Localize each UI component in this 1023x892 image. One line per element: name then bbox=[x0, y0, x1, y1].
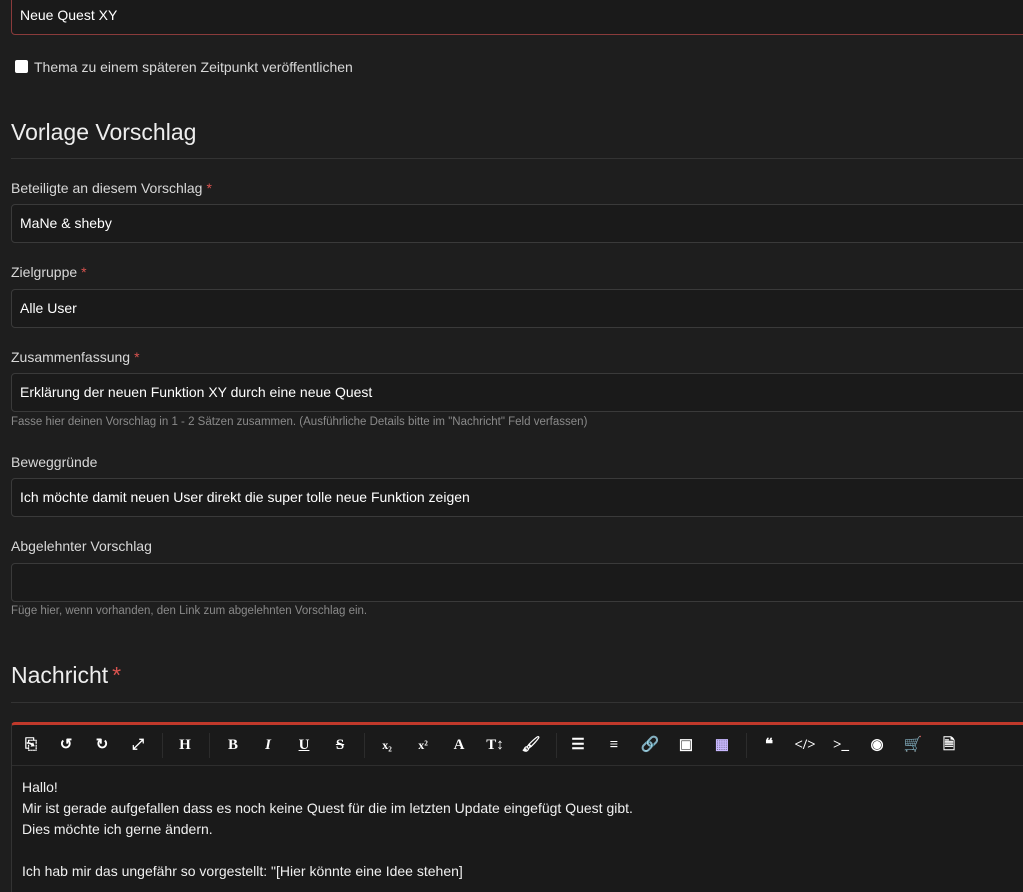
toolbar-separator bbox=[746, 733, 747, 758]
align-icon[interactable]: ≡ bbox=[609, 737, 619, 753]
strikethrough-icon[interactable]: S bbox=[335, 737, 345, 753]
field-label-motivation: Beweggründe bbox=[11, 454, 98, 470]
font-size-icon[interactable]: T↕ bbox=[486, 737, 504, 753]
spoiler-icon[interactable]: ◉ bbox=[870, 737, 884, 753]
section-heading-message: Nachricht * bbox=[11, 662, 122, 688]
table-icon[interactable]: ▦ bbox=[714, 737, 730, 753]
undo-icon[interactable]: ↺ bbox=[59, 737, 73, 753]
terminal-icon[interactable]: >_ bbox=[832, 737, 850, 753]
message-content[interactable]: Hallo! Mir ist gerade aufgefallen dass es… bbox=[22, 777, 633, 882]
toolbar-separator bbox=[364, 733, 365, 758]
rejected-proposal-input[interactable] bbox=[11, 563, 1023, 602]
toolbar-separator bbox=[556, 733, 557, 758]
italic-icon[interactable]: I bbox=[265, 737, 271, 753]
message-line: Mir ist gerade aufgefallen dass es noch … bbox=[22, 800, 633, 816]
message-line bbox=[22, 840, 633, 861]
page-icon[interactable]: 🗎 bbox=[942, 737, 956, 753]
toolbar-separator bbox=[209, 733, 210, 758]
message-line: Ich hab mir das ungefähr so vorgestellt:… bbox=[22, 863, 463, 879]
subscript-icon[interactable]: x₂ bbox=[382, 738, 392, 752]
code-icon[interactable]: </> bbox=[794, 737, 816, 753]
section-heading-template: Vorlage Vorschlag bbox=[11, 119, 197, 145]
title-input[interactable]: Neue Quest XY bbox=[11, 0, 1023, 35]
rejected-hint: Füge hier, wenn vorhanden, den Link zum … bbox=[11, 605, 368, 617]
summary-input[interactable]: Erklärung der neuen Funktion XY durch ei… bbox=[11, 373, 1023, 412]
image-icon[interactable]: ▣ bbox=[678, 737, 694, 753]
message-line: Dies möchte ich gerne ändern. bbox=[22, 821, 213, 837]
message-line: Hallo! bbox=[22, 779, 58, 795]
field-label-summary: Zusammenfassung * bbox=[11, 349, 140, 365]
source-icon[interactable]: ⎘ bbox=[24, 737, 37, 753]
target-group-input[interactable]: Alle User bbox=[11, 289, 1023, 328]
bold-icon[interactable]: B bbox=[227, 737, 238, 753]
motivation-input[interactable]: Ich möchte damit neuen User direkt die s… bbox=[11, 478, 1023, 517]
participants-input[interactable]: MaNe & sheby bbox=[11, 204, 1023, 243]
cart-icon[interactable]: 🛒 bbox=[903, 737, 923, 753]
divider bbox=[11, 158, 1023, 159]
font-color-icon[interactable]: A bbox=[453, 737, 465, 753]
fullscreen-icon[interactable]: ⤢ bbox=[131, 737, 144, 753]
brush-icon[interactable]: 🖌 bbox=[521, 737, 541, 753]
schedule-checkbox[interactable] bbox=[15, 60, 28, 73]
field-label-participants: Beteiligte an diesem Vorschlag * bbox=[11, 180, 212, 196]
divider bbox=[11, 702, 1023, 703]
redo-icon[interactable]: ↻ bbox=[95, 737, 109, 753]
link-icon[interactable]: 🔗 bbox=[640, 737, 660, 753]
quote-icon[interactable]: ❝ bbox=[764, 737, 774, 753]
underline-icon[interactable]: U bbox=[298, 737, 310, 753]
toolbar-separator bbox=[162, 733, 163, 758]
field-label-target-group: Zielgruppe * bbox=[11, 264, 87, 280]
heading-icon[interactable]: H bbox=[179, 737, 191, 753]
summary-hint: Fasse hier deinen Vorschlag in 1 - 2 Sät… bbox=[11, 416, 588, 428]
list-icon[interactable]: ☰ bbox=[571, 737, 585, 753]
superscript-icon[interactable]: x² bbox=[418, 738, 428, 752]
schedule-checkbox-label: Thema zu einem späteren Zeitpunkt veröff… bbox=[34, 59, 353, 75]
field-label-rejected: Abgelehnter Vorschlag bbox=[11, 538, 152, 554]
